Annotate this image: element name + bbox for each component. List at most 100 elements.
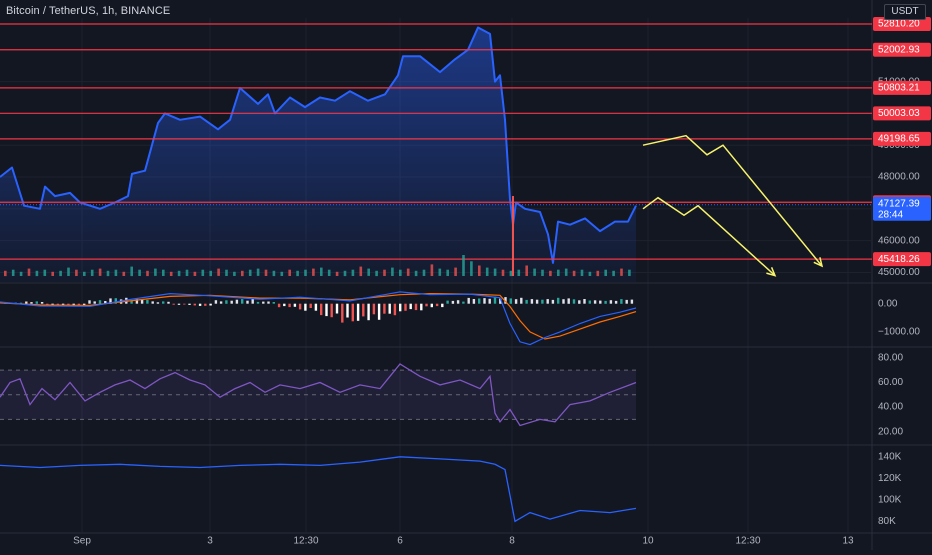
volume-bar (75, 269, 78, 276)
macd-histogram-bar (488, 298, 491, 304)
price-area (0, 27, 636, 282)
macd-histogram-bar (341, 303, 344, 323)
time-axis-label: 6 (397, 536, 403, 547)
macd-signal-line (0, 292, 637, 340)
macd-histogram-bar (109, 298, 112, 304)
rsi-tick-label: 20.00 (878, 426, 903, 437)
current-price-box (873, 196, 931, 221)
macd-histogram-bar (541, 299, 544, 304)
macd-histogram-bar (409, 303, 412, 310)
macd-histogram-bar (214, 300, 218, 304)
macd-histogram-bar (430, 303, 433, 308)
currency-unit-label[interactable]: USDT (884, 4, 926, 20)
time-axis-label: 12:30 (293, 536, 318, 547)
time-axis-label: 12:30 (735, 536, 760, 547)
volume-bar (478, 265, 481, 276)
level-label-box (873, 17, 931, 32)
macd-histogram-bar (551, 299, 555, 304)
macd-histogram-bar (19, 302, 23, 304)
macd-histogram-bar (156, 302, 160, 304)
macd-histogram-bar (578, 300, 581, 304)
macd-histogram-bar (604, 300, 607, 304)
macd-histogram-bar (183, 303, 186, 305)
volume-bar (588, 271, 592, 276)
macd-histogram-bar (267, 301, 270, 304)
macd-histogram-bar (235, 299, 239, 304)
macd-histogram-bar (562, 299, 565, 304)
volume-bar (335, 271, 339, 276)
macd-histogram-bar (467, 297, 470, 304)
volume-bar (517, 269, 521, 276)
volume-bar (620, 268, 623, 276)
macd-histogram-bar (441, 303, 444, 308)
macd-histogram-bar (177, 303, 181, 305)
volume-bar (98, 268, 102, 276)
macd-histogram-bar (204, 303, 207, 306)
macd-histogram-bar (514, 299, 518, 304)
macd-histogram-bar (167, 301, 170, 304)
volume-bar (406, 268, 410, 276)
volume-bar (596, 270, 600, 277)
volume-bar (154, 268, 157, 276)
volume-bar (320, 267, 323, 276)
macd-histogram-bar (404, 303, 407, 311)
macd-histogram-bar (304, 303, 307, 311)
volume-bar (4, 270, 7, 277)
volume-bar (628, 269, 631, 276)
volume-bar (430, 264, 434, 276)
volume-bar (27, 268, 31, 276)
volume-bar (241, 270, 244, 277)
volume-bar (572, 270, 576, 277)
time-axis-label: 10 (642, 536, 654, 547)
macd-histogram-bar (588, 300, 591, 304)
volume-bar (367, 268, 370, 276)
level-label-box (873, 252, 931, 267)
macd-histogram-bar (293, 303, 297, 307)
volume-bar (169, 271, 173, 276)
macd-histogram-bar (98, 300, 102, 304)
volume-bar (296, 270, 299, 277)
volume-bar (138, 269, 141, 276)
volume-bar (209, 270, 212, 277)
volume-indicator-tick-label: 140K (878, 451, 902, 462)
macd-histogram-bar (172, 303, 175, 305)
macd-histogram-bar (425, 303, 428, 307)
macd-histogram-bar (93, 301, 96, 304)
macd-histogram-bar (625, 299, 628, 304)
macd-histogram-bar (251, 299, 254, 304)
macd-histogram-bar (593, 300, 597, 304)
macd-histogram-bar (609, 300, 613, 304)
macd-histogram-bar (198, 303, 202, 306)
macd-histogram-bar (567, 298, 570, 304)
macd-histogram-bar (25, 301, 28, 304)
macd-histogram-bar (456, 300, 460, 304)
macd-histogram-bar (446, 300, 449, 304)
volume-bar (272, 270, 276, 277)
macd-histogram-bar (256, 301, 260, 304)
volume-bar (177, 270, 181, 277)
volume-bar (90, 269, 94, 276)
volume-bar (612, 270, 615, 277)
macd-histogram-bar (535, 299, 539, 304)
macd-histogram-bar (51, 303, 54, 305)
macd-histogram-bar (309, 303, 312, 308)
volume-bar (557, 269, 560, 276)
forecast-path-upper (642, 134, 823, 267)
volume-bar (351, 269, 355, 276)
macd-histogram-bar (399, 303, 402, 312)
macd-histogram-bar (140, 299, 144, 304)
macd-histogram-bar (225, 300, 228, 304)
volume-bar (446, 269, 449, 276)
macd-histogram-bar (330, 303, 333, 318)
volume-bar (564, 268, 568, 276)
volume-bar (422, 269, 426, 276)
macd-histogram-bar (67, 303, 70, 306)
current-price-label: 47127.39 (878, 198, 920, 209)
volume-bar (35, 270, 39, 277)
macd-histogram-bar (209, 303, 212, 306)
level-label: 52002.93 (878, 44, 920, 55)
macd-histogram-bar (230, 300, 233, 304)
macd-histogram-bar (46, 303, 49, 305)
